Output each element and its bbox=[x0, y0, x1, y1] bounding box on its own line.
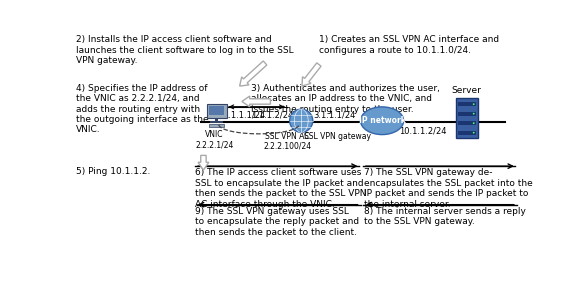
FancyBboxPatch shape bbox=[458, 112, 476, 115]
Text: 4) Specifies the IP address of
the VNIC as 2.2.2.1/24, and
adds the routing entr: 4) Specifies the IP address of the VNIC … bbox=[76, 84, 208, 134]
Text: 3) Authenticates and authorizes the user,
allocates an IP address to the VNIC, a: 3) Authenticates and authorizes the user… bbox=[251, 84, 440, 114]
Text: 10.1.1.2/24: 10.1.1.2/24 bbox=[399, 127, 447, 136]
Text: SSL VPN AC
2.2.2.100/24: SSL VPN AC 2.2.2.100/24 bbox=[263, 132, 311, 151]
Text: 8) The internal server sends a reply
to the SSL VPN gateway.: 8) The internal server sends a reply to … bbox=[364, 207, 526, 226]
Polygon shape bbox=[242, 96, 270, 107]
FancyBboxPatch shape bbox=[215, 118, 218, 121]
FancyBboxPatch shape bbox=[458, 102, 476, 106]
FancyBboxPatch shape bbox=[458, 121, 476, 125]
Text: 1.1.1.1/24: 1.1.1.1/24 bbox=[223, 110, 265, 119]
Text: 2) Installs the IP access client software and
launches the client software to lo: 2) Installs the IP access client softwar… bbox=[76, 35, 293, 65]
Text: 3.1.1.1/24: 3.1.1.1/24 bbox=[314, 110, 356, 119]
Text: Server: Server bbox=[452, 85, 482, 94]
Circle shape bbox=[473, 132, 475, 133]
FancyBboxPatch shape bbox=[456, 98, 478, 139]
Text: VNIC
2.2.2.1/24: VNIC 2.2.2.1/24 bbox=[195, 130, 234, 149]
Text: SSL VPN gateway: SSL VPN gateway bbox=[303, 132, 371, 140]
Circle shape bbox=[473, 103, 475, 105]
FancyBboxPatch shape bbox=[209, 124, 224, 127]
FancyBboxPatch shape bbox=[206, 104, 227, 118]
Polygon shape bbox=[239, 61, 267, 86]
Text: 6) The IP access client software uses
SSL to encapsulate the IP packet and
then : 6) The IP access client software uses SS… bbox=[195, 169, 367, 209]
Polygon shape bbox=[302, 63, 321, 86]
Text: 7) The SSL VPN gateway de-
encapsulates the SSL packet into the
IP packet and se: 7) The SSL VPN gateway de- encapsulates … bbox=[364, 169, 533, 209]
FancyBboxPatch shape bbox=[209, 106, 224, 115]
Text: 5) Ping 10.1.1.2.: 5) Ping 10.1.1.2. bbox=[76, 167, 150, 176]
Circle shape bbox=[290, 109, 313, 132]
Text: 1) Creates an SSL VPN AC interface and
configures a route to 10.1.1.0/24.: 1) Creates an SSL VPN AC interface and c… bbox=[319, 35, 499, 55]
Text: IP network: IP network bbox=[358, 116, 406, 125]
Polygon shape bbox=[198, 155, 209, 170]
FancyBboxPatch shape bbox=[210, 121, 223, 123]
Text: 9) The SSL VPN gateway uses SSL
to encapsulate the reply packet and
then sends t: 9) The SSL VPN gateway uses SSL to encap… bbox=[195, 207, 359, 237]
FancyBboxPatch shape bbox=[458, 131, 476, 135]
Circle shape bbox=[473, 122, 475, 124]
Ellipse shape bbox=[361, 107, 404, 135]
Text: 1.1.1.2/24: 1.1.1.2/24 bbox=[251, 110, 293, 119]
Circle shape bbox=[473, 113, 475, 115]
